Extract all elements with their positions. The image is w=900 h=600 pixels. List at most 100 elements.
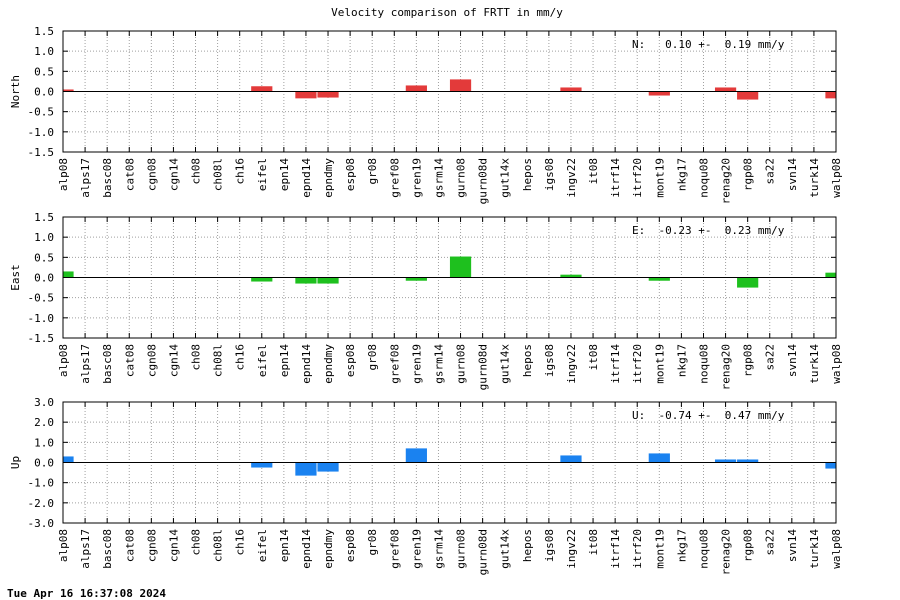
up-axis-label: Up [9,456,22,469]
up-xtick-label: basc08 [101,529,114,569]
up-xtick-label: gref08 [388,529,401,569]
north-xtick-label: eifel [256,158,269,191]
east-xtick-label: ch08 [190,344,203,371]
north-xtick-label: ingv22 [565,158,578,198]
east-xtick-label: basc08 [101,344,114,384]
north-bar-rgp08 [737,91,759,100]
up-xtick-label: eifel [256,529,269,562]
up-xtick-label: gurn08 [455,529,468,569]
up-ytick-label: -3.0 [28,517,55,530]
north-xtick-label: itrf14 [609,158,622,198]
east-xtick-label: svn14 [786,344,799,377]
east-xtick-label: cgn14 [167,344,180,377]
east-xtick-label: gut14x [499,344,512,384]
east-xtick-label: sa22 [764,344,777,371]
up-xtick-label: ingv22 [565,529,578,569]
up-bar-epndmy [317,462,339,472]
up-xtick-label: hepos [521,529,534,562]
north-bar-walp08 [825,91,836,99]
north-xtick-label: cgn14 [167,158,180,191]
east-xtick-label: eifel [256,344,269,377]
north-xtick-label: gurn08d [477,158,490,204]
east-bar-ingv22 [560,274,582,278]
up-bar-mont19 [648,453,670,463]
up-xtick-label: gut14x [499,529,512,569]
north-bar-gren19 [405,85,427,92]
chart-title: Velocity comparison of FRTT in mm/y [331,6,563,19]
up-bar-gren19 [405,448,427,463]
east-ytick-label: -0.5 [28,292,55,305]
north-xtick-label: rgp08 [742,158,755,191]
up-xtick-label: ch08 [190,529,203,556]
east-xtick-label: noqu08 [697,344,710,384]
north-ytick-label: -1.0 [28,126,55,139]
east-xtick-label: itrf14 [609,344,622,384]
north-xtick-label: hepos [521,158,534,191]
up-xtick-label: alp08 [57,529,70,562]
east-xtick-label: turk14 [808,344,821,384]
east-xtick-label: alps17 [79,344,92,384]
east-xtick-label: gr08 [366,344,379,371]
up-bar-ingv22 [560,455,582,463]
north-xtick-label: renag20 [720,158,733,204]
north-xtick-label: turk14 [808,158,821,198]
north-xtick-label: igs08 [543,158,556,191]
east-bar-gren19 [405,277,427,281]
east-xtick-label: hepos [521,344,534,377]
up-xtick-label: igs08 [543,529,556,562]
east-bar-epnd14 [295,277,317,284]
up-xtick-label: gurn08d [477,529,490,575]
north-xtick-label: cgn08 [145,158,158,191]
up-xtick-label: ch16 [234,529,247,556]
up-xtick-label: cgn08 [145,529,158,562]
north-xtick-label: gr08 [366,158,379,185]
up-plot-frame [62,401,837,524]
north-xtick-label: noqu08 [697,158,710,198]
east-xtick-label: epnd14 [300,344,313,384]
north-xtick-label: it08 [587,158,600,185]
east-bar-epndmy [317,277,339,284]
north-xtick-label: epndmy [322,158,335,198]
up-bar-walp08 [825,462,836,469]
up-xtick-label: epnd14 [300,529,313,569]
east-xtick-label: mont19 [653,344,666,384]
north-plot-frame [62,30,837,153]
east-xtick-label: epndmy [322,344,335,384]
north-ytick-label: 0.0 [34,86,54,99]
east-xtick-label: cat08 [123,344,136,377]
east-xtick-label: ch16 [234,344,247,371]
up-xtick-label: epndmy [322,529,335,569]
north-xtick-label: basc08 [101,158,114,198]
north-xtick-label: ch16 [234,158,247,185]
north-bar-ingv22 [560,87,582,92]
north-bar-gurn08 [449,79,472,92]
up-ytick-label: -2.0 [28,497,55,510]
east-xtick-label: renag20 [720,344,733,390]
up-xtick-label: mont19 [653,529,666,569]
north-bar-eifel [251,86,273,92]
north-xtick-label: alp08 [57,158,70,191]
east-xtick-label: gren19 [410,344,423,384]
up-xtick-label: noqu08 [697,529,710,569]
up-xtick-label: nkg17 [675,529,688,562]
north-xtick-label: gut14x [499,158,512,198]
north-xtick-label: walp08 [830,158,843,198]
north-xtick-label: mont19 [653,158,666,198]
east-axis-label: East [9,264,22,291]
up-ytick-label: -1.0 [28,477,55,490]
north-ytick-label: 1.5 [34,25,54,38]
east-xtick-label: gsrm14 [432,344,445,384]
up-xtick-label: cgn14 [167,529,180,562]
east-stat-label: E: -0.23 +- 0.23 mm/y [632,224,785,237]
east-xtick-label: it08 [587,344,600,371]
north-bar-alp08 [63,89,74,92]
up-bar-alp08 [63,456,74,463]
north-ytick-label: -0.5 [28,106,55,119]
east-xtick-label: igs08 [543,344,556,377]
north-ytick-label: -1.5 [28,146,55,159]
up-xtick-label: gren19 [410,529,423,569]
east-ytick-label: -1.5 [28,332,55,345]
east-bar-walp08 [825,272,836,278]
up-stat-label: U: -0.74 +- 0.47 mm/y [632,409,785,422]
up-xtick-label: renag20 [720,529,733,575]
